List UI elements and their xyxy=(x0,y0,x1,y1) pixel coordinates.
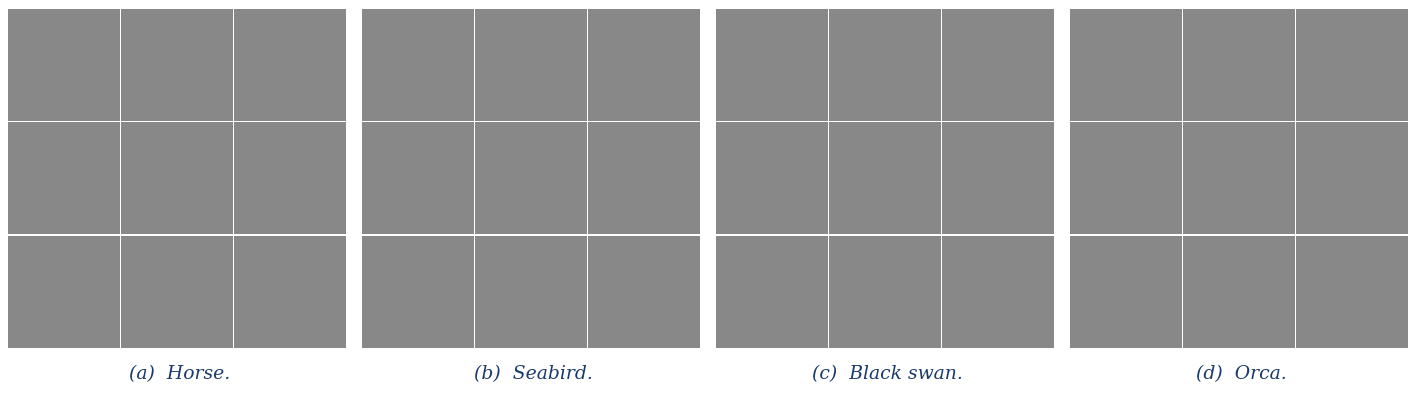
Text: (b)  Seabird.: (b) Seabird. xyxy=(474,365,593,383)
Text: (c)  Black swan.: (c) Black swan. xyxy=(813,365,963,383)
Text: (d)  Orca.: (d) Orca. xyxy=(1197,365,1287,383)
Text: (a)  Horse.: (a) Horse. xyxy=(129,365,231,383)
